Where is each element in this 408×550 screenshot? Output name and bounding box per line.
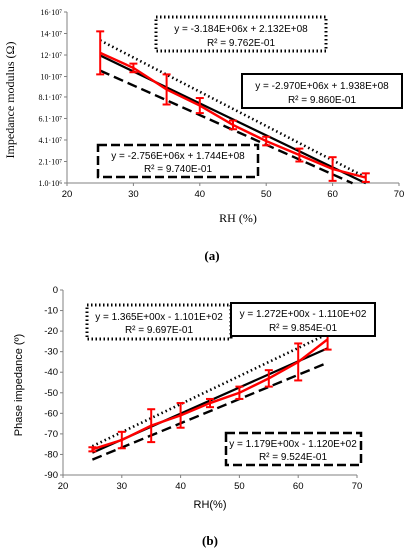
chart-a-eq-dotted-box bbox=[154, 15, 328, 53]
chart-b-y-tick-label: -90 bbox=[44, 470, 58, 481]
chart-b-eq-solid-equation: y = 1.272E+00x - 1.110E+02 bbox=[240, 309, 367, 320]
chart-a-error-bar bbox=[162, 73, 171, 106]
chart-b-y-tick-label: -80 bbox=[44, 449, 58, 460]
chart-a-plot-layer: 16·10⁷ 14·10⁷ 12·10⁷ 10·10⁷ 8.1·10⁷ 6.1·10⁷ 4.… bbox=[39, 8, 405, 200]
chart-a-error-bar bbox=[129, 62, 138, 74]
chart-b-y-tick-label: -10 bbox=[44, 306, 58, 317]
chart-a-y-tick-label: 2.1·10⁷ bbox=[39, 157, 63, 166]
chart-a-x-tick-label: 60 bbox=[327, 189, 338, 200]
chart-b-error-bar bbox=[147, 408, 156, 444]
chart-a-eq-solid-r2: R² = 9.860E-01 bbox=[288, 95, 357, 106]
chart-a-x-tick-label: 50 bbox=[261, 189, 272, 200]
chart-b-eq-dotted-r2: R² = 9.697E-01 bbox=[125, 325, 194, 336]
chart-a-eq-dashed-box bbox=[96, 143, 260, 179]
chart-a-y-tick-label: 14·10⁷ bbox=[41, 30, 63, 39]
chart-a-x-tick-label: 70 bbox=[394, 189, 405, 200]
chart-b-x-tick-label: 30 bbox=[117, 481, 128, 492]
chart-b-eq-solid: y = 1.272E+00x - 1.110E+02 R² = 9.854E-0… bbox=[230, 302, 376, 337]
chart-a-eq-dotted-r2: R² = 9.762E-01 bbox=[207, 38, 276, 49]
chart-b-ylabel: Phase impedance (º) bbox=[13, 334, 25, 436]
chart-b-y-tick-label: 0 bbox=[53, 285, 58, 296]
chart-b-eq-dashed-r2: R² = 9.524E-01 bbox=[259, 452, 328, 463]
chart-a-eq-dashed-r2: R² = 9.740E-01 bbox=[144, 164, 213, 175]
chart-a-error-bar bbox=[262, 135, 271, 147]
chart-b-error-bar bbox=[206, 397, 214, 409]
chart-a-eq-solid: y = -2.970E+06x + 1.938E+08 R² = 9.860E-… bbox=[241, 73, 403, 109]
chart-b-x-tick-label: 60 bbox=[293, 481, 304, 492]
chart-a-error-bar bbox=[361, 172, 370, 183]
chart-b-eq-dashed-box bbox=[224, 431, 363, 467]
chart-a-error-bar bbox=[195, 97, 204, 115]
chart-a-error-bar bbox=[229, 119, 237, 131]
chart-a-y-tick-label: 8.1·10⁷ bbox=[39, 93, 63, 102]
chart-b-panel-label: (b) bbox=[202, 533, 218, 548]
chart-b-eq-solid-r2: R² = 9.854E-01 bbox=[269, 323, 338, 334]
chart-b-eq-dashed-equation: y = 1.179E+00x - 1.120E+02 bbox=[229, 439, 357, 450]
chart-a-y-tick-label: 16·10⁷ bbox=[41, 8, 63, 17]
chart-a-eq-dotted-equation: y = -3.184E+06x + 2.132E+08 bbox=[174, 24, 308, 35]
chart-a-eq-dotted: y = -3.184E+06x + 2.132E+08 R² = 9.762E-… bbox=[154, 15, 328, 53]
chart-b-error-bar bbox=[117, 430, 126, 450]
chart-a-eq-dashed-equation: y = -2.756E+06x + 1.744E+08 bbox=[111, 151, 245, 162]
chart-b-y-tick-label: -40 bbox=[44, 367, 58, 378]
chart-a-fit-line-dashed bbox=[99, 69, 354, 185]
chart-a-x-tick-label: 40 bbox=[195, 189, 206, 200]
chart-a-panel-label: (a) bbox=[204, 248, 219, 263]
chart-a-y-tick-label: 4.1·10⁷ bbox=[39, 136, 63, 145]
chart-a-y-tick-label: 1.0·10⁶ bbox=[39, 179, 63, 188]
chart-a-fit-line-dotted bbox=[99, 39, 367, 179]
chart-b-y-tick-label: -50 bbox=[44, 388, 58, 399]
chart-a-eq-dashed: y = -2.756E+06x + 1.744E+08 R² = 9.740E-… bbox=[96, 143, 260, 179]
chart-a-y-tick-label: 10·10⁷ bbox=[41, 73, 63, 82]
chart-a-error-bar bbox=[96, 30, 105, 76]
chart-b-fit-line-dotted bbox=[91, 332, 329, 448]
chart-b-x-tick-label: 20 bbox=[58, 481, 69, 492]
chart-b-eq-dotted: y = 1.365E+00x - 1.101E+02 R² = 9.697E-0… bbox=[85, 303, 233, 341]
chart-b-eq-dashed: y = 1.179E+00x - 1.120E+02 R² = 9.524E-0… bbox=[224, 431, 363, 467]
chart-b-eq-solid-box bbox=[230, 302, 376, 337]
chart-a-xlabel: RH (%) bbox=[219, 211, 257, 225]
chart-b-y-tick-label: -30 bbox=[44, 347, 58, 358]
chart-b-y-tick-label: -70 bbox=[44, 429, 58, 440]
chart-a-y-tick-label: 12·10⁷ bbox=[41, 51, 63, 60]
chart-a-error-bar bbox=[295, 147, 304, 163]
chart-b-error-bar bbox=[235, 385, 244, 400]
chart-a-eq-solid-box bbox=[241, 73, 403, 109]
chart-a-x-tick-label: 30 bbox=[128, 189, 139, 200]
chart-b-fit-line-dashed bbox=[91, 361, 329, 461]
chart-b-eq-dotted-equation: y = 1.365E+00x - 1.101E+02 bbox=[95, 312, 223, 323]
chart-b-y-tick-label: -60 bbox=[44, 408, 58, 419]
chart-a-y-tick-label: 6.1·10⁷ bbox=[39, 114, 63, 123]
chart-a-eq-solid-equation: y = -2.970E+06x + 1.938E+08 bbox=[255, 81, 389, 92]
chart-b-x-tick-label: 40 bbox=[175, 481, 186, 492]
chart-b-error-bar bbox=[88, 446, 97, 453]
chart-b-error-bar bbox=[264, 369, 273, 388]
chart-b-x-tick-label: 70 bbox=[352, 481, 363, 492]
chart-b-xlabel: RH(%) bbox=[194, 499, 227, 511]
chart-a-x-tick-label: 20 bbox=[62, 189, 73, 200]
chart-b-error-bar bbox=[176, 402, 185, 429]
chart-a: 16·10⁷ 14·10⁷ 12·10⁷ 10·10⁷ 8.1·10⁷ 6.1·10⁷ 4.… bbox=[3, 8, 404, 263]
chart-a-error-bar bbox=[328, 156, 337, 182]
chart-a-fit-line-solid bbox=[99, 54, 367, 185]
chart-a-ylabel: Impedance modulus (Ω) bbox=[3, 42, 17, 159]
chart-b-error-bar bbox=[294, 342, 303, 382]
chart-b-x-tick-label: 50 bbox=[234, 481, 245, 492]
chart-b-y-tick-label: -20 bbox=[44, 326, 58, 337]
